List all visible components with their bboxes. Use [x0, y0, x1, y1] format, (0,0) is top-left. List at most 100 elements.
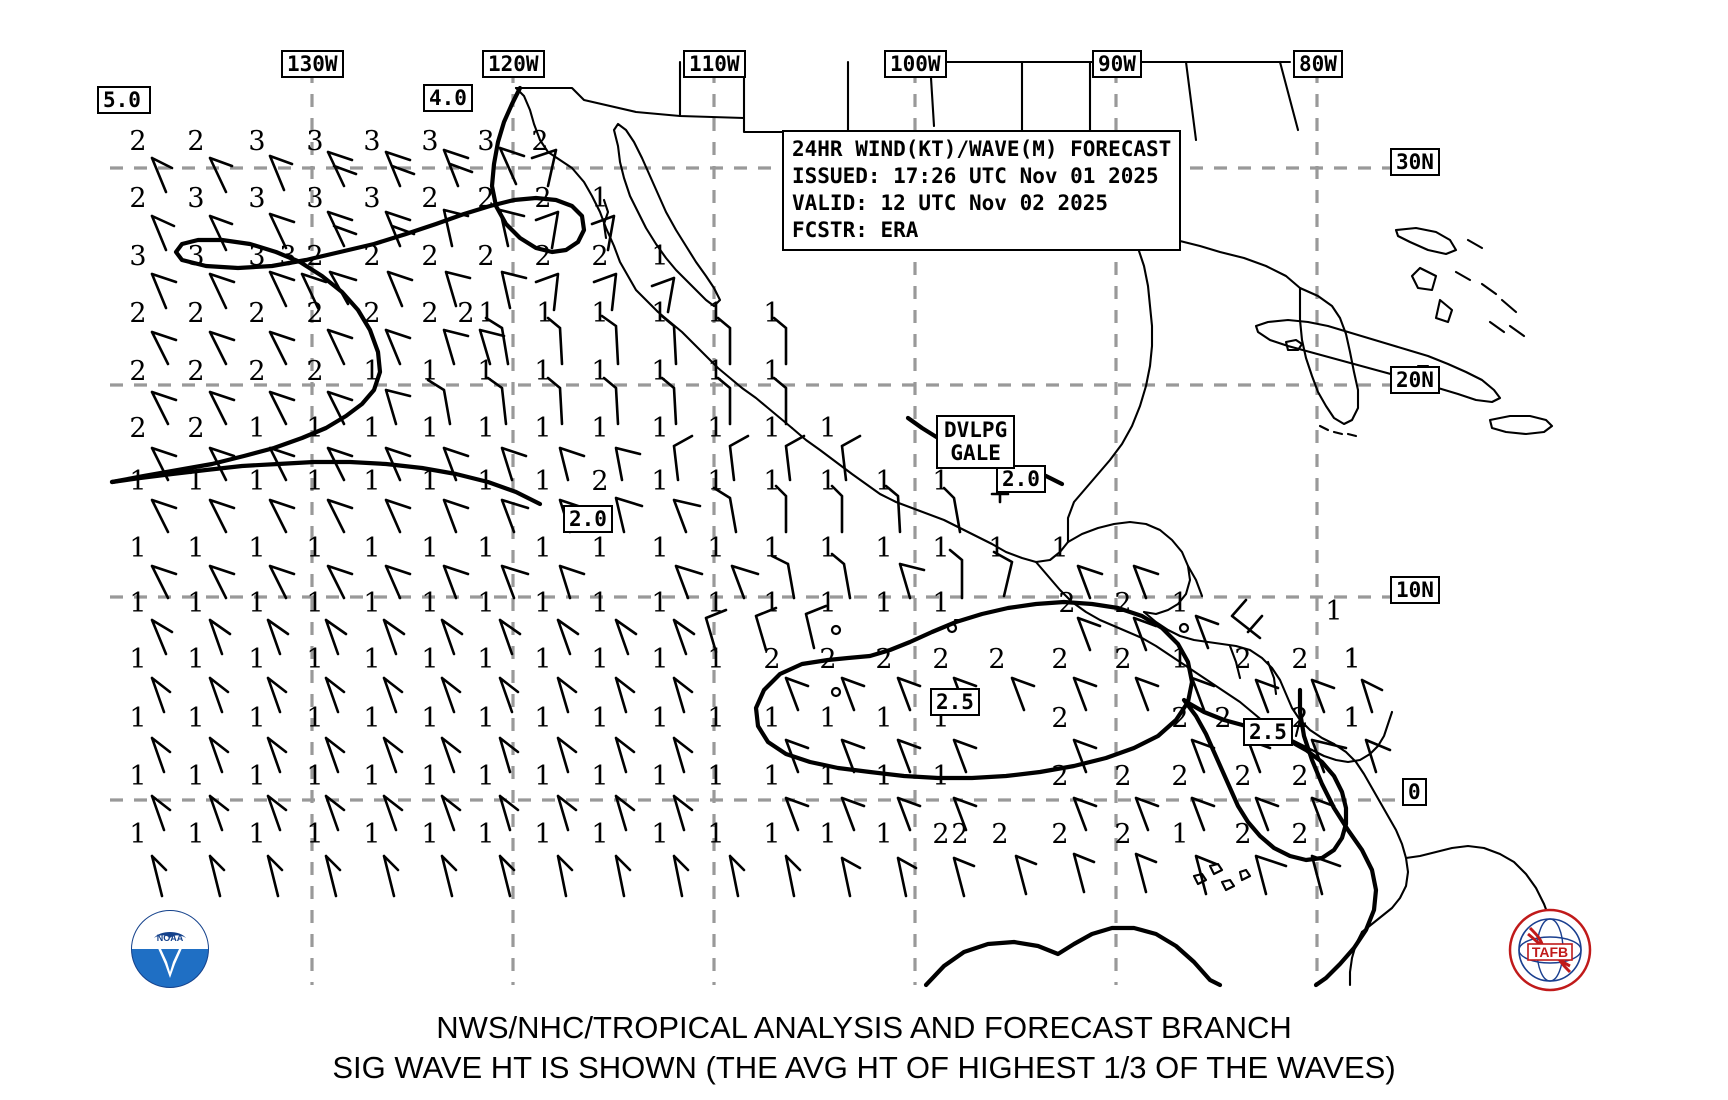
wave-height-value: 1	[932, 466, 949, 497]
wave-height-value: 1	[306, 413, 323, 444]
wave-height-value: 1	[421, 533, 438, 564]
wave-height-value: 1	[421, 466, 438, 497]
wave-height-value: 3	[248, 126, 265, 157]
wave-height-value: 2	[1051, 703, 1068, 734]
wave-height-value: 1	[875, 761, 892, 792]
wave-height-value: 2	[187, 126, 204, 157]
wave-height-value: 1	[763, 703, 780, 734]
noaa-logo-text: NOAA	[157, 933, 184, 943]
wave-height-value: 1	[421, 819, 438, 850]
wave-height-value: 2	[1291, 644, 1308, 675]
wave-height-value: 2	[1114, 819, 1131, 850]
wave-height-value: 1	[306, 703, 323, 734]
gale-warning-box: DVLPG GALE	[936, 415, 1016, 470]
barb-row-10n	[150, 794, 1336, 832]
wave-height-value: 1	[363, 466, 380, 497]
wave-height-value: 1	[875, 588, 892, 619]
lon-label-120w: 120W	[482, 50, 545, 79]
wave-height-value: 1	[1343, 644, 1360, 675]
wave-height-value: 1	[248, 819, 265, 850]
wave-height-value: 2	[1051, 644, 1068, 675]
wave-height-value: 1	[707, 356, 724, 387]
wave-height-value: 1	[819, 588, 836, 619]
wave-height-value: 2	[1291, 703, 1308, 734]
border-central-america	[1186, 564, 1302, 738]
wave-height-value: 1	[651, 761, 668, 792]
wave-height-value: 2	[1114, 761, 1131, 792]
wave-height-value: 1	[932, 588, 949, 619]
coast-mexico-mainland	[790, 426, 1070, 564]
wave-height-value: 1	[1171, 819, 1188, 850]
barb-row-14n	[150, 676, 1384, 714]
wave-height-value: 1	[932, 761, 949, 792]
wave-height-value: 3	[306, 183, 323, 214]
forecast-info-box: 24HR WIND(KT)/WAVE(M) FORECAST ISSUED: 1…	[782, 130, 1182, 251]
lon-label-90w: 90W	[1092, 50, 1142, 79]
barb-gale-region	[990, 484, 1264, 640]
wave-height-value: 2	[1051, 819, 1068, 850]
wave-height-value: 1	[248, 466, 265, 497]
wave-height-value: 2	[591, 241, 608, 272]
wave-height-value: 2	[306, 356, 323, 387]
contour-label-4m: 4.0	[423, 84, 473, 113]
wave-height-value: 1	[363, 533, 380, 564]
barb-row-16n	[150, 604, 1220, 656]
wave-height-value: 1	[477, 588, 494, 619]
wave-height-value: 2	[1234, 644, 1251, 675]
wave-height-value: 1	[819, 413, 836, 444]
barb-row-30n	[150, 208, 616, 252]
wave-height-value: 1	[421, 356, 438, 387]
wave-height-value: 1	[707, 466, 724, 497]
wave-height-value: 1	[129, 466, 146, 497]
wave-height-value: 3	[248, 183, 265, 214]
wave-height-value: 3	[363, 126, 380, 157]
wave-height-value: 2	[363, 241, 380, 272]
wave-height-value: 1	[477, 356, 494, 387]
wave-height-value: 1	[129, 644, 146, 675]
wave-height-value: 1	[363, 703, 380, 734]
wave-height-value: 1	[534, 819, 551, 850]
wave-height-value: 2	[129, 183, 146, 214]
caption-line-2: SIG WAVE HT IS SHOWN (THE AVG HT OF HIGH…	[332, 1049, 1396, 1085]
wave-height-value: 1	[187, 466, 204, 497]
wave-height-value: 2	[991, 819, 1008, 850]
wave-height-value: 1	[248, 761, 265, 792]
wave-height-value: 2	[363, 298, 380, 329]
wave-height-value: 1	[707, 588, 724, 619]
coast-isla-juventud	[1284, 338, 1304, 352]
contour-2p5m-itcz	[753, 599, 1195, 781]
chart-caption: NWS/NHC/TROPICAL ANALYSIS AND FORECAST B…	[0, 1008, 1728, 1087]
wave-height-value: 1	[651, 466, 668, 497]
wave-height-value: 2	[1214, 703, 1231, 734]
wave-height-value: 1	[591, 183, 608, 214]
tafb-logo: TAFB	[1508, 908, 1592, 992]
wave-height-value: 1	[534, 761, 551, 792]
wave-height-value: 2	[306, 241, 323, 272]
lat-label-20n: 20N	[1390, 366, 1440, 395]
wave-height-value: 2	[988, 644, 1005, 675]
wave-height-value: 1	[129, 819, 146, 850]
coast-florida-keys	[1318, 424, 1358, 438]
lat-label-equator: 0	[1402, 778, 1427, 807]
wave-height-value: 1	[819, 533, 836, 564]
wave-height-value: 1	[763, 466, 780, 497]
caption-line-1: NWS/NHC/TROPICAL ANALYSIS AND FORECAST B…	[436, 1010, 1292, 1045]
wave-height-value: 2	[129, 126, 146, 157]
wave-height-value: 1	[534, 588, 551, 619]
wave-height-value: 1	[129, 588, 146, 619]
wave-height-value: 1	[534, 644, 551, 675]
wave-height-value: 1	[129, 703, 146, 734]
wave-height-value: 1	[421, 703, 438, 734]
barb-row-22n	[150, 434, 862, 482]
wave-height-value: 1	[932, 533, 949, 564]
wave-height-value: 1	[477, 413, 494, 444]
station-circles	[830, 622, 1190, 698]
wave-height-value: 1	[707, 298, 724, 329]
wave-height-value: 1	[875, 466, 892, 497]
wave-height-value: 1	[651, 703, 668, 734]
wave-height-value: 2	[457, 298, 474, 329]
coast-south-america-north	[1332, 742, 1410, 934]
wave-height-value: 2	[875, 644, 892, 675]
wave-height-value: 2	[534, 241, 551, 272]
wave-height-value: 1	[1171, 644, 1188, 675]
